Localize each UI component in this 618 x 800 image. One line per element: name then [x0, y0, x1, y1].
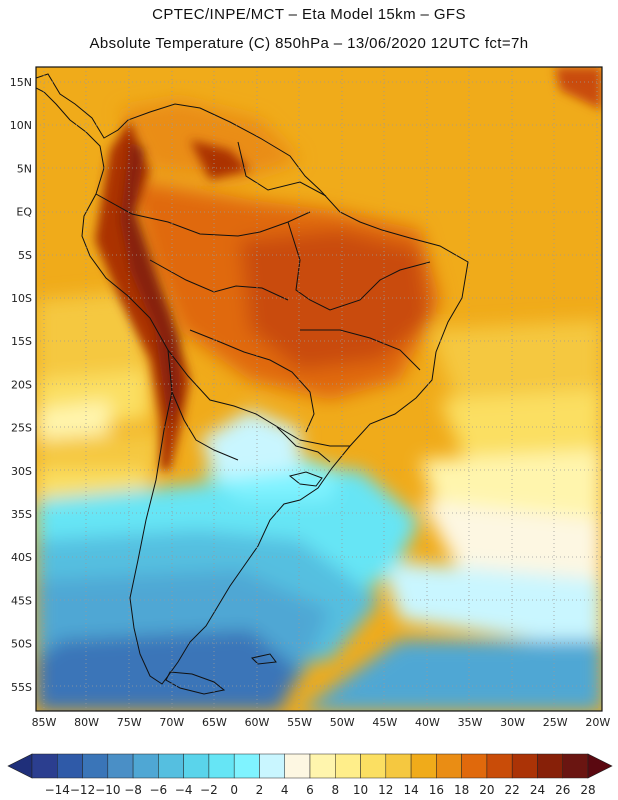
colorbar-swatch [410, 753, 437, 779]
lat-label: 45S [11, 594, 32, 607]
colorbar-under-arrow [7, 753, 33, 779]
colorbar-tick-label: 22 [505, 783, 520, 797]
lat-label: 55S [11, 681, 32, 694]
colorbar-swatch [31, 753, 58, 779]
title-line-2: Absolute Temperature (C) 850hPa – 13/06/… [89, 35, 529, 52]
border-line [95, 193, 311, 237]
lon-label: 30W [500, 716, 525, 729]
colorbar-swatch [360, 753, 387, 779]
colorbar-swatch [107, 753, 134, 779]
lat-label: 50S [11, 638, 32, 651]
lon-label: 65W [202, 716, 227, 729]
coastline-and-borders [36, 73, 469, 695]
lon-label: 45W [372, 716, 397, 729]
colorbar-swatch [82, 753, 109, 779]
colorbar-swatch [335, 753, 361, 779]
colorbar-tick-label: −2 [200, 783, 218, 797]
colorbar-tick-label: 6 [306, 783, 314, 797]
longitude-tick-labels: 85W 80W 75W 70W 65W 60W 55W 50W 45W 40W 35W 30W 25W 2… [32, 716, 611, 729]
latitude-tick-labels: 15N 10N 5N EQ 5S 10S 15S 20S 25S 30S 35S 40S 45S 50S 5… [10, 76, 33, 694]
lat-label: 35S [11, 508, 32, 521]
lon-label: 80W [74, 716, 99, 729]
colorbar-labels: −14 −12 −10 −8 −6 −4 −2 0 2 4 6 8 10 12 14 16 18 20 22 24 26… [45, 783, 596, 797]
colorbar-tick-label: −10 [95, 783, 120, 797]
colorbar-tick-label: 4 [281, 783, 289, 797]
lat-label: 40S [11, 551, 32, 564]
colorbar-swatch [436, 753, 462, 779]
lon-label: 85W [32, 716, 57, 729]
colorbar-swatch [385, 753, 412, 779]
colorbar-tick-label: 0 [230, 783, 238, 797]
colorbar-tick-label: 26 [555, 783, 570, 797]
falkland-islands [251, 653, 277, 665]
colorbar-swatch [284, 753, 311, 779]
colorbar-tick-label: 28 [580, 783, 595, 797]
colorbar-tick-label: 24 [530, 783, 545, 797]
colorbar-tick-label: −14 [45, 783, 70, 797]
south-america-coastline [36, 73, 469, 685]
lat-label: EQ [16, 206, 32, 219]
colorbar-swatch [486, 753, 513, 779]
lon-label: 35W [458, 716, 483, 729]
border-line [300, 329, 421, 371]
lat-label: 10S [11, 292, 32, 305]
lat-label: 15N [10, 76, 32, 89]
colorbar-tick-label: 18 [454, 783, 469, 797]
border-line [149, 259, 289, 301]
lake-outline [288, 471, 323, 487]
lon-label: 75W [117, 716, 142, 729]
colorbar-tick-label: 8 [331, 783, 339, 797]
colorbar-swatch [233, 753, 260, 779]
graticule [36, 67, 602, 711]
colorbar-swatch [309, 753, 336, 779]
colorbar-tick-label: 16 [429, 783, 444, 797]
lon-label: 70W [159, 716, 184, 729]
lat-label: 25S [11, 422, 32, 435]
colorbar-tick-label: 10 [353, 783, 368, 797]
colorbar-swatch [158, 753, 184, 779]
colorbar-swatch [57, 753, 83, 779]
lat-label: 5S [18, 249, 32, 262]
colorbar-tick-label: 12 [378, 783, 393, 797]
lat-label: 30S [11, 465, 32, 478]
border-line [275, 425, 350, 447]
colorbar [7, 753, 613, 779]
lat-label: 10N [10, 119, 32, 132]
lon-label: 55W [287, 716, 312, 729]
border-line [171, 391, 239, 461]
colorbar-swatch [183, 753, 210, 779]
lon-label: 40W [415, 716, 440, 729]
border-line [237, 141, 327, 197]
colorbar-tick-label: 20 [479, 783, 494, 797]
plot-frame [35, 66, 603, 712]
colorbar-swatch [132, 753, 159, 779]
colorbar-swatch [259, 753, 285, 779]
border-line [167, 349, 331, 463]
colorbar-tick-label: −12 [70, 783, 95, 797]
colorbar-swatch [511, 753, 538, 779]
colorbar-swatch [461, 753, 488, 779]
colorbar-tick-label: −8 [124, 783, 142, 797]
lon-label: 60W [245, 716, 270, 729]
colorbar-swatch [562, 753, 589, 779]
lon-label: 50W [330, 716, 355, 729]
temperature-field [36, 67, 602, 711]
colorbar-swatch [537, 753, 563, 779]
lat-label: 5N [17, 162, 32, 175]
title-line-1: CPTEC/INPE/MCT – Eta Model 15km – GFS [152, 6, 466, 23]
border-line [287, 221, 431, 311]
border-line [189, 329, 315, 433]
lon-label: 25W [543, 716, 568, 729]
colorbar-tick-label: 14 [403, 783, 418, 797]
colorbar-over-arrow [587, 753, 613, 779]
colorbar-tick-label: −6 [150, 783, 168, 797]
lat-label: 15S [11, 335, 32, 348]
colorbar-tick-label: 2 [256, 783, 264, 797]
colorbar-swatch [208, 753, 235, 779]
colorbar-tick-label: −4 [175, 783, 193, 797]
lon-label: 20W [585, 716, 610, 729]
lat-label: 20S [11, 378, 32, 391]
